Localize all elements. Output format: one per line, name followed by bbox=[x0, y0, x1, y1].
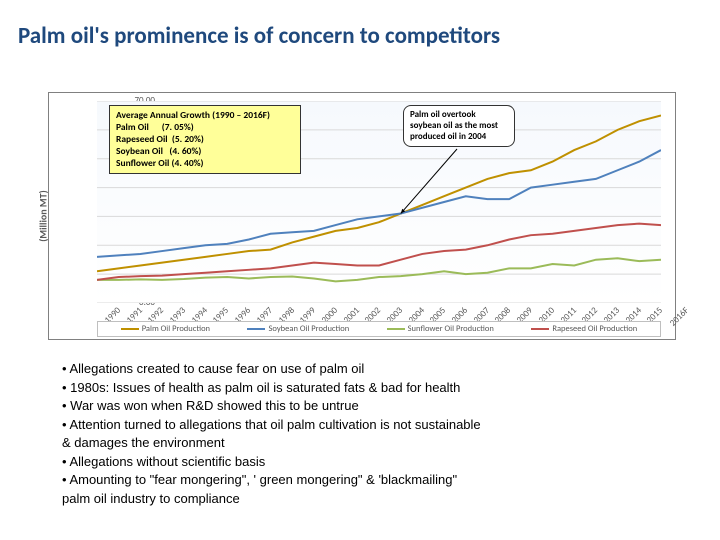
y-axis-label: (Million MT) bbox=[36, 190, 49, 242]
legend-rapeseed: Rapeseed Oil Production bbox=[531, 324, 637, 334]
bullet-line: • Attention turned to allegations that o… bbox=[62, 416, 662, 434]
page-title: Palm oil's prominence is of concern to c… bbox=[18, 22, 500, 50]
bullet-line: palm oil industry to compliance bbox=[62, 490, 662, 508]
bullet-list: • Allegations created to cause fear on u… bbox=[62, 360, 662, 508]
bullet-line: • Allegations without scientific basis bbox=[62, 453, 662, 471]
annotation-bubble: Palm oil overtook soybean oil as the mos… bbox=[403, 105, 515, 147]
bullet-line: & damages the environment bbox=[62, 434, 662, 452]
x-tick: 2016F bbox=[668, 305, 692, 329]
growth-row: Rapeseed Oil (5. 20%) bbox=[116, 134, 294, 146]
legend-palm: Palm Oil Production bbox=[121, 324, 210, 334]
bullet-line: • 1980s: Issues of health as palm oil is… bbox=[62, 379, 662, 397]
bullet-line: • Allegations created to cause fear on u… bbox=[62, 360, 662, 378]
growth-row: Sunflower Oil (4. 40%) bbox=[116, 158, 294, 170]
chart-frame: (Million MT) 0.0010.0020.0030.0040.0050.… bbox=[48, 92, 676, 340]
legend: Palm Oil Production Soybean Oil Producti… bbox=[97, 321, 661, 337]
legend-soybean: Soybean Oil Production bbox=[247, 324, 349, 334]
bullet-line: • War was won when R&D showed this to be… bbox=[62, 397, 662, 415]
growth-box: Average Annual Growth (1990 – 2016F) Pal… bbox=[109, 105, 301, 174]
bullet-line: • Amounting to "fear mongering", ' green… bbox=[62, 471, 662, 489]
legend-sunflower: Sunflower Oil Production bbox=[387, 324, 494, 334]
growth-row: Palm Oil (7. 05%) bbox=[116, 122, 294, 134]
growth-row: Soybean Oil (4. 60%) bbox=[116, 146, 294, 158]
